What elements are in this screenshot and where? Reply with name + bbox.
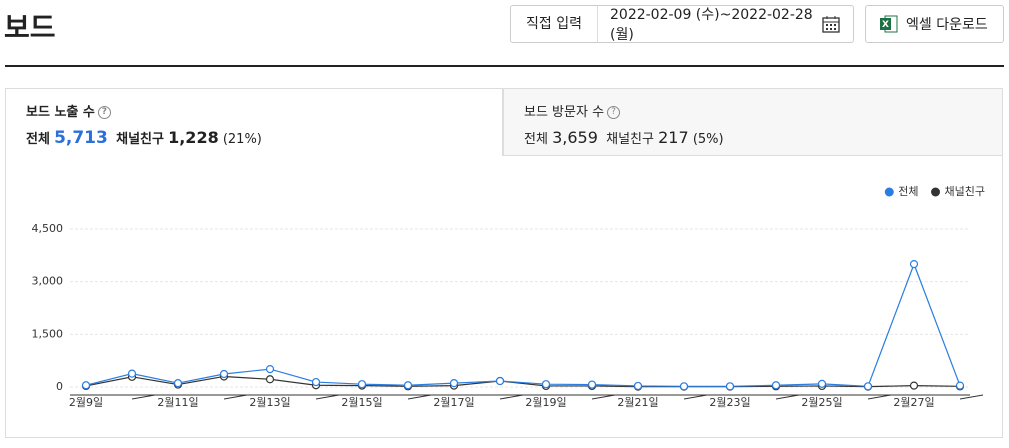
date-range[interactable]: 2022-02-09 (수)~2022-02-28 (월)	[610, 7, 813, 43]
legend-swatch	[884, 187, 894, 197]
tab-title: 보드 노출 수	[26, 105, 95, 120]
total-value: 3,659	[552, 128, 598, 147]
x-tick	[131, 394, 156, 400]
data-point	[771, 381, 781, 390]
data-point	[449, 379, 459, 388]
y-tick-label: 1,500	[32, 327, 64, 340]
friends-share: (21%)	[222, 132, 262, 147]
excel-download-label[interactable]: 엑셀 다운로드	[906, 17, 988, 33]
friends-label: 채널친구	[116, 132, 164, 147]
tab-title: 보드 방문자 수	[524, 105, 605, 120]
x-tick-label: 2월25일	[801, 395, 842, 409]
x-tick	[683, 394, 708, 400]
page-title: 보드	[4, 11, 56, 44]
x-tick-label: 2월9일	[69, 395, 103, 409]
friends-share: (5%)	[692, 132, 724, 147]
x-tick-label: 2월27일	[893, 395, 934, 409]
data-point	[81, 381, 91, 390]
series-line	[85, 375, 961, 388]
data-point	[173, 379, 183, 388]
data-point	[955, 381, 965, 390]
data-point	[587, 380, 597, 389]
excel-download-button[interactable]: X 엑셀 다운로드	[865, 5, 1004, 43]
legend-label: 전체	[898, 185, 918, 198]
x-tick	[867, 394, 892, 400]
x-tick-label: 2월15일	[341, 395, 382, 409]
data-point	[495, 376, 505, 386]
x-tick	[223, 394, 248, 400]
data-point	[127, 369, 137, 378]
friends-label: 채널친구	[606, 132, 654, 147]
data-point	[909, 381, 919, 390]
series-line	[85, 262, 961, 387]
y-tick-label: 3,000	[32, 275, 64, 288]
excel-icon: X	[880, 15, 898, 33]
data-point	[265, 364, 275, 374]
data-point	[633, 381, 643, 391]
legend-swatch	[931, 187, 941, 197]
data-point	[863, 382, 873, 391]
calendar-icon[interactable]	[821, 14, 841, 34]
x-tick	[591, 394, 616, 400]
total-label: 전체	[524, 132, 548, 147]
date-picker[interactable]: 직접 입력 2022-02-09 (수)~2022-02-28 (월)	[510, 5, 854, 43]
x-tick	[407, 394, 432, 400]
data-point	[311, 377, 321, 387]
direct-input[interactable]: 직접 입력	[511, 6, 598, 42]
data-point	[725, 382, 735, 391]
tab-active[interactable]: 보드 노출 수? 전체 5,713 채널친구 1,228 (21%)	[5, 88, 503, 156]
x-tick	[315, 394, 340, 400]
legend-label: 채널친구	[945, 185, 985, 198]
data-point	[265, 375, 275, 384]
data-point	[817, 379, 827, 388]
friends-value: 217	[658, 128, 689, 147]
x-tick	[499, 394, 524, 400]
svg-text:X: X	[882, 20, 889, 30]
divider	[5, 65, 1004, 67]
tab[interactable]: 보드 방문자 수? 전체 3,659 채널친구 217 (5%)	[503, 88, 1003, 156]
x-tick-label: 2월11일	[157, 395, 198, 409]
x-tick	[959, 394, 984, 400]
data-point	[357, 380, 367, 389]
x-tick-label: 2월23일	[709, 395, 750, 409]
total-label: 전체	[26, 132, 50, 147]
data-point	[219, 369, 229, 379]
data-point	[679, 382, 689, 391]
total-value: 5,713	[54, 128, 108, 148]
y-tick-label: 4,500	[32, 222, 64, 235]
x-tick-label: 2월17일	[433, 395, 474, 409]
friends-value: 1,228	[168, 128, 219, 147]
x-tick-label: 2월21일	[617, 395, 658, 409]
data-point	[541, 380, 551, 389]
data-point	[909, 260, 919, 269]
data-point	[403, 381, 413, 390]
x-tick-label: 2월19일	[525, 395, 566, 409]
x-tick-label: 2월13일	[249, 395, 290, 409]
help-icon[interactable]: ?	[97, 106, 111, 119]
y-tick-label: 0	[56, 380, 63, 393]
x-tick	[775, 394, 800, 400]
help-icon[interactable]: ?	[607, 106, 621, 119]
